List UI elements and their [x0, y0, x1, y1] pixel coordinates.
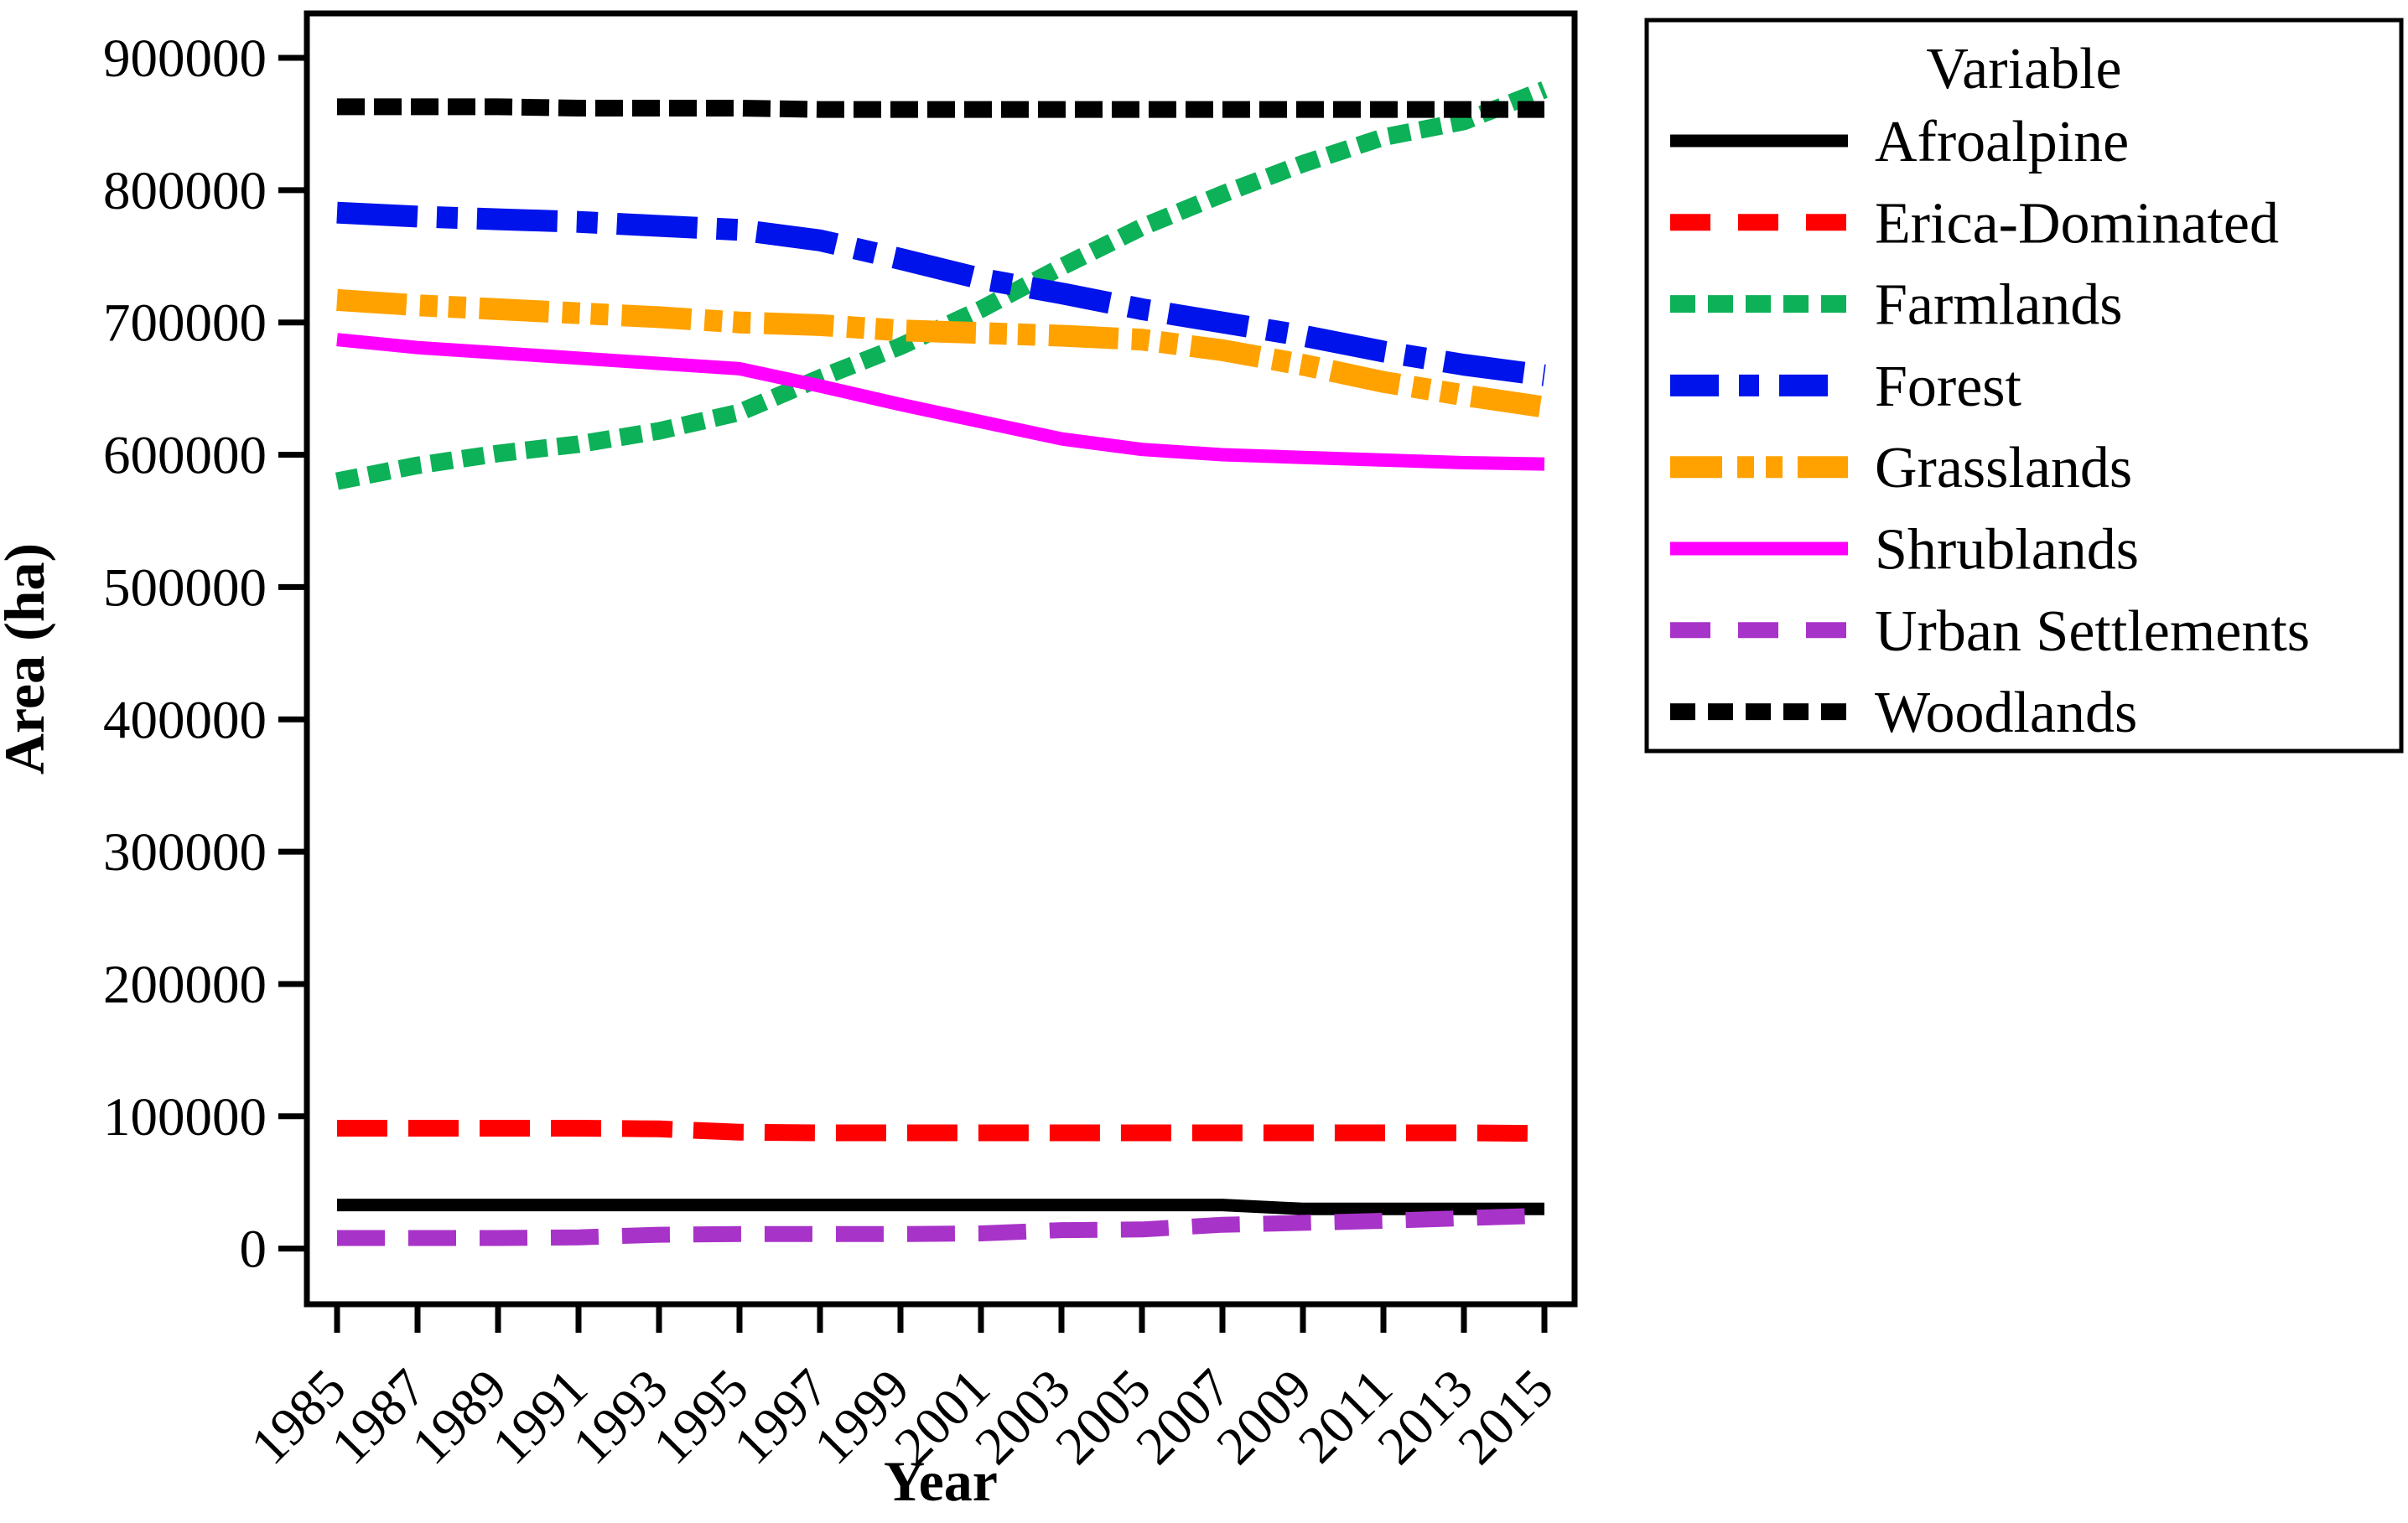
legend-label: Urban Settlements [1875, 599, 2310, 664]
legend-item: Urban Settlements [1670, 599, 2310, 664]
legend-label: Farmlands [1875, 273, 2123, 338]
legend-item: Woodlands [1670, 681, 2137, 745]
series-erica-dominated [337, 1120, 1545, 1142]
y-tick-label: 900000 [103, 28, 267, 89]
legend-item: Forest [1670, 355, 2022, 419]
legend-label: Afroalpine [1875, 110, 2129, 174]
legend-label: Shrublands [1875, 518, 2139, 583]
legend-item: Grasslands [1670, 436, 2132, 500]
y-tick-label: 300000 [103, 822, 267, 883]
series-woodlands [337, 98, 1544, 118]
series-afroalpine [337, 1199, 1544, 1215]
series-shrublands [336, 333, 1545, 471]
legend-label: Erica-Dominated [1875, 191, 2279, 256]
y-tick-label: 600000 [103, 426, 267, 486]
series-forest [336, 201, 1546, 386]
series-grasslands [336, 288, 1546, 418]
legend-title: Variable [1926, 37, 2121, 101]
x-axis-title: Year [884, 1449, 998, 1513]
legend: Variable Afroalpine Erica-Dominated Farmla… [1644, 18, 2404, 754]
y-tick-label: 500000 [103, 557, 267, 618]
legend-entries: Afroalpine Erica-Dominated Farmlands Forest… [1670, 110, 2310, 745]
legend-item: Afroalpine [1670, 110, 2129, 174]
y-tick-label: 400000 [103, 690, 267, 750]
y-tick-label: 200000 [103, 955, 267, 1015]
legend-item: Shrublands [1670, 518, 2139, 583]
series-layer [335, 81, 1548, 1246]
legend-label: Woodlands [1875, 681, 2137, 745]
y-tick-label: 0 [240, 1220, 267, 1280]
legend-item: Farmlands [1670, 273, 2123, 338]
y-tick-label: 800000 [103, 161, 267, 221]
plot-box [304, 10, 1578, 1308]
y-tick-label: 700000 [103, 293, 267, 354]
series-urban-settlements [337, 1207, 1545, 1246]
legend-label: Grasslands [1875, 436, 2132, 500]
x-tick-label: 2015 [1446, 1358, 1565, 1476]
legend-item: Erica-Dominated [1670, 191, 2279, 256]
legend-label: Forest [1875, 355, 2022, 419]
y-axis-ticks: 0 100000 200000 300000 400000 500000 600000 700… [103, 28, 307, 1280]
y-tick-label: 100000 [103, 1087, 267, 1147]
series-farmlands [335, 81, 1548, 490]
y-axis-title: Area (ha) [0, 543, 56, 774]
